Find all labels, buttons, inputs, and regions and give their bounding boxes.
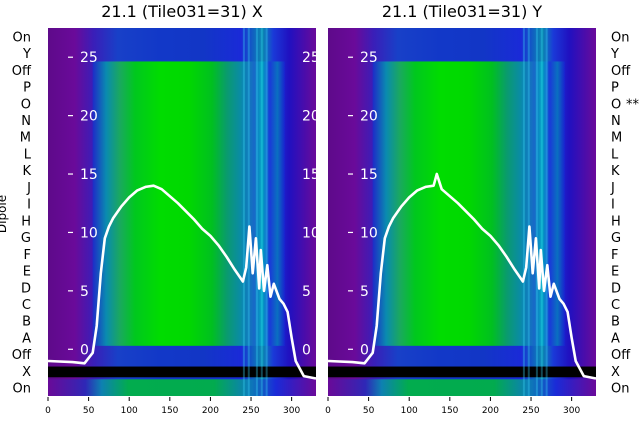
panel-title: 21.1 (Tile031=31) Y	[382, 2, 543, 21]
row-label: P	[611, 81, 619, 96]
heatmap-on-strip	[328, 379, 596, 396]
row-label: F	[24, 248, 31, 263]
row-label: N	[611, 114, 621, 129]
panel-2: 21.1 (Tile031=31) Y On Y Off PO ** NMLKJIHGFED…	[325, 2, 639, 416]
row-label: L	[611, 147, 619, 162]
row-label: J	[26, 181, 31, 196]
heatmap-stripe	[540, 28, 543, 396]
row-label: D	[21, 281, 31, 296]
row-label: A	[22, 331, 31, 346]
row-label: Off	[611, 64, 631, 79]
row-label: On	[13, 382, 31, 397]
row-label: On	[13, 30, 31, 45]
row-label: Y	[22, 47, 31, 62]
x-tick-label: 300	[283, 406, 300, 416]
x-tick-label: 200	[202, 406, 219, 416]
row-label: M	[20, 131, 31, 146]
overlay-tick-label: 20	[80, 109, 98, 125]
overlay-tick-label-clipped: 25	[302, 50, 320, 66]
row-label: B	[611, 315, 620, 330]
heatmap-stripe	[265, 28, 268, 396]
row-label: On	[611, 30, 629, 45]
x-tick-label: 250	[522, 406, 539, 416]
overlay-tick-label: 5	[360, 284, 369, 300]
overlay-tick-label: 20	[360, 109, 378, 125]
x-tick-label: 300	[563, 406, 580, 416]
row-label: A	[611, 331, 620, 346]
x-tick-label: 150	[161, 406, 178, 416]
overlay-tick-label: 15	[80, 167, 98, 183]
row-label: G	[611, 231, 621, 246]
row-label: X	[611, 365, 620, 380]
x-tick-label: 100	[401, 406, 418, 416]
row-label: I	[611, 198, 615, 213]
overlay-tick-label: 5	[80, 284, 89, 300]
overlay-tick-label-clipped: 0	[302, 342, 311, 358]
overlay-tick-label: 0	[80, 342, 89, 358]
heatmap-stripe	[247, 28, 250, 396]
x-tick-label: 50	[363, 406, 375, 416]
row-label: On	[611, 382, 629, 397]
overlay-tick-label: 10	[80, 225, 98, 241]
row-label: D	[611, 281, 621, 296]
overlay-tick-label-clipped: 15	[302, 167, 320, 183]
panel-1: 21.1 (Tile031=31) X On Y Off PONMLKJIHGFEDCB…	[12, 2, 320, 416]
row-label: Y	[610, 47, 619, 62]
row-label: Off	[12, 64, 32, 79]
panel-title: 21.1 (Tile031=31) X	[101, 2, 263, 21]
heatmap-stripe	[260, 28, 263, 396]
heatmap-stripe	[527, 28, 530, 396]
row-label: O	[611, 97, 621, 112]
heatmap-stripe	[545, 28, 548, 396]
row-label: H	[611, 214, 621, 229]
x-tick-label: 0	[325, 406, 331, 416]
row-label: L	[24, 147, 32, 162]
row-label: I	[27, 198, 31, 213]
heatmap-stripe	[242, 28, 245, 396]
row-label: E	[23, 265, 31, 280]
x-tick-label: 0	[45, 406, 51, 416]
row-label: Off	[12, 348, 32, 363]
row-label: F	[611, 248, 618, 263]
heatmap-on-strip	[48, 379, 316, 396]
row-label: B	[22, 315, 31, 330]
overlay-tick-label: 0	[360, 342, 369, 358]
row-label: K	[22, 164, 31, 179]
heatmap-stripe	[255, 28, 258, 396]
row-label: K	[611, 164, 620, 179]
row-label: X	[22, 365, 31, 380]
row-label: Off	[611, 348, 631, 363]
row-label: N	[21, 114, 31, 129]
overlay-tick-label-clipped: 10	[302, 225, 320, 241]
row-label: C	[22, 298, 31, 313]
y-axis-label: Dipole	[0, 195, 9, 233]
row-label: E	[611, 265, 619, 280]
row-label: J	[610, 181, 615, 196]
row-label: M	[611, 131, 622, 146]
row-label: G	[21, 231, 31, 246]
x-tick-label: 250	[242, 406, 259, 416]
overlay-tick-label: 15	[360, 167, 378, 183]
overlay-curve	[327, 172, 597, 380]
heatmap-stripe	[535, 28, 538, 396]
x-tick-label: 150	[441, 406, 458, 416]
overlay-tick-label: 25	[80, 50, 98, 66]
row-label: C	[611, 298, 620, 313]
x-tick-label: 200	[482, 406, 499, 416]
flag-marker: **	[626, 97, 640, 112]
heatmap-x-band	[48, 366, 316, 378]
row-label: O	[21, 97, 31, 112]
overlay-tick-label-clipped: 20	[302, 109, 320, 125]
row-label: P	[23, 81, 31, 96]
overlay-tick-label: 25	[360, 50, 378, 66]
x-tick-label: 50	[83, 406, 95, 416]
row-label: H	[21, 214, 31, 229]
overlay-tick-label: 10	[360, 225, 378, 241]
x-tick-label: 100	[121, 406, 138, 416]
overlay-tick-label-clipped: 5	[302, 284, 311, 300]
heatmap-stripe	[522, 28, 525, 396]
heatmap-x-band	[328, 366, 596, 378]
overlay-curve	[47, 184, 317, 380]
